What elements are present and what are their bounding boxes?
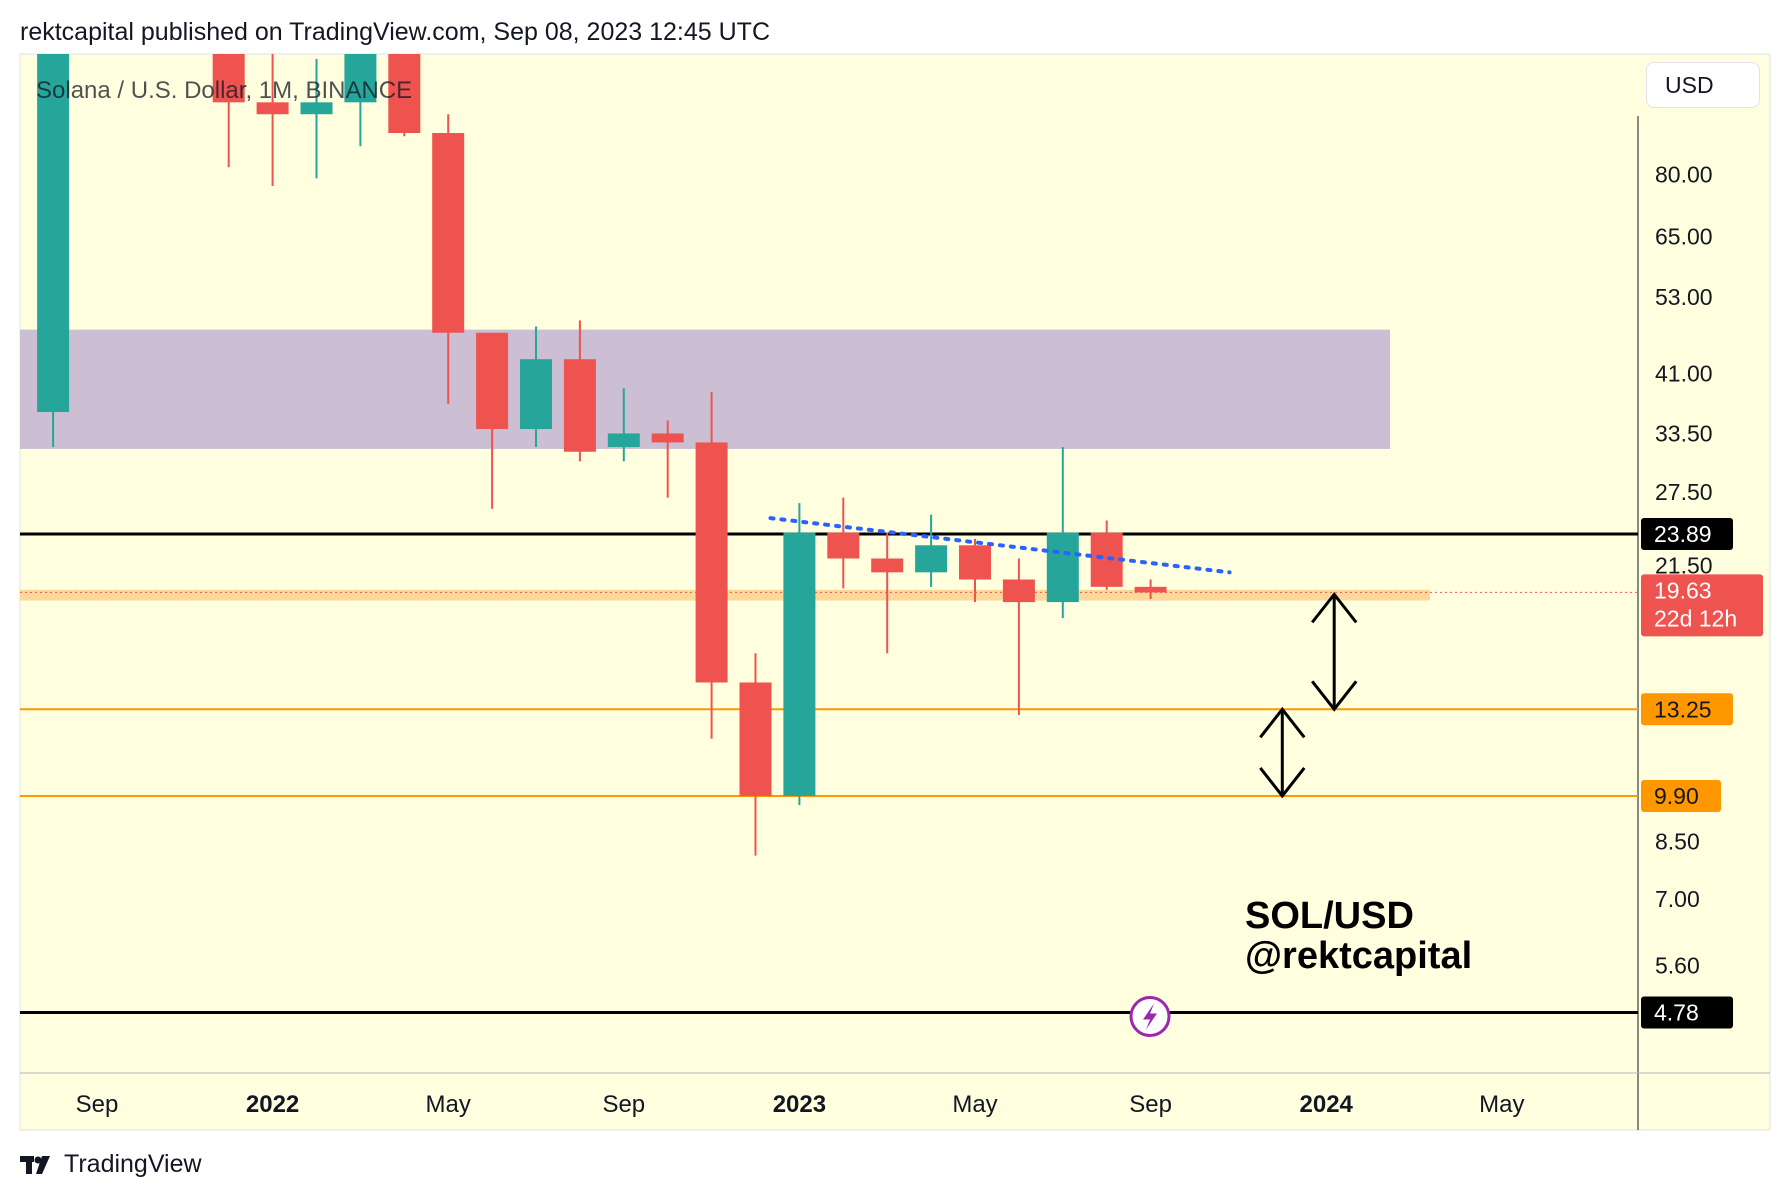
candle-countdown-label: 22d 12h: [1654, 605, 1737, 631]
level-tag-label: 13.25: [1654, 696, 1712, 722]
current-price-label: 19.63: [1654, 577, 1712, 603]
y-tick-label: 41.00: [1655, 360, 1713, 386]
level-tag-bg-2: [1641, 779, 1721, 812]
y-tick-label: 7.00: [1655, 886, 1700, 912]
tradingview-logo-icon: [20, 1155, 50, 1174]
y-tick-label: 8.50: [1655, 828, 1700, 854]
level-tag-bg-0: [1641, 517, 1733, 550]
range-arrow-head-up-1: [1259, 706, 1306, 739]
chart-title: Solana / U.S. Dollar, 1M, BINANCE: [36, 77, 412, 104]
candle-body-5: [388, 54, 421, 134]
x-tick-label: May: [952, 1091, 997, 1118]
candle-body-10: [607, 433, 640, 448]
level-tag-bg-1: [1641, 693, 1733, 726]
candle-body-19: [1002, 579, 1035, 603]
candle-body-15: [827, 532, 860, 559]
plot-area: [20, 54, 1638, 1014]
y-tick-label: 65.00: [1655, 223, 1713, 249]
x-tick-label: May: [1479, 1091, 1524, 1118]
candle-body-17: [915, 545, 948, 573]
lightning-icon: [1143, 1003, 1157, 1030]
level-tag-label: 23.89: [1654, 521, 1712, 547]
footer-brand[interactable]: TradingView: [64, 1150, 202, 1178]
x-tick-label: Sep: [1129, 1091, 1172, 1118]
annotation-author: @rektcapital: [1245, 935, 1472, 977]
candle-body-1: [212, 54, 245, 103]
x-tick-label: 2022: [246, 1091, 299, 1118]
descending-trendline: [768, 516, 1232, 575]
level-tag-bg-3: [1641, 996, 1733, 1029]
candle-body-18: [959, 545, 991, 580]
candle-body-11: [651, 433, 684, 443]
y-tick-label: 21.50: [1655, 552, 1713, 578]
candle-body-0: [37, 54, 70, 413]
currency-button[interactable]: USD: [1646, 62, 1760, 108]
y-tick-label: 53.00: [1655, 284, 1713, 310]
y-tick-label: 5.60: [1655, 952, 1700, 978]
candle-body-8: [520, 359, 552, 430]
level-tag-label: 9.90: [1654, 783, 1699, 809]
range-arrow-head-down-0: [1311, 680, 1358, 712]
x-tick-label: Sep: [602, 1091, 645, 1118]
candle-body-14: [783, 532, 816, 796]
annotation-symbol: SOL/USD: [1245, 895, 1414, 937]
candle-body-3: [300, 102, 333, 115]
x-tick-label: 2024: [1300, 1091, 1354, 1118]
x-tick-label: May: [426, 1091, 471, 1118]
candle-body-6: [432, 133, 465, 333]
publish-header: rektcapital published on TradingView.com…: [20, 18, 770, 46]
candle-body-9: [563, 359, 596, 452]
y-tick-label: 80.00: [1655, 162, 1713, 188]
candle-body-4: [344, 54, 377, 103]
level-tag-label: 4.78: [1654, 999, 1699, 1025]
x-tick-label: 2023: [773, 1091, 826, 1118]
y-tick-label: 33.50: [1655, 420, 1713, 446]
current-price-tag-bg: [1641, 574, 1763, 637]
candle-body-2: [256, 102, 289, 115]
candle-body-7: [476, 332, 509, 430]
candle-body-12: [695, 442, 728, 683]
candle-body-13: [739, 682, 772, 796]
resistance-zone: [20, 329, 1391, 449]
candle-body-22: [1134, 586, 1167, 593]
candle-body-16: [871, 558, 904, 573]
y-tick-label: 27.50: [1655, 479, 1713, 505]
candle-body-21: [1090, 532, 1123, 587]
candle-body-20: [1046, 532, 1079, 603]
x-tick-label: Sep: [76, 1091, 119, 1118]
range-arrow-head-down-1: [1259, 767, 1306, 799]
range-arrow-head-up-0: [1311, 591, 1358, 624]
footer: TradingView: [20, 1150, 202, 1179]
